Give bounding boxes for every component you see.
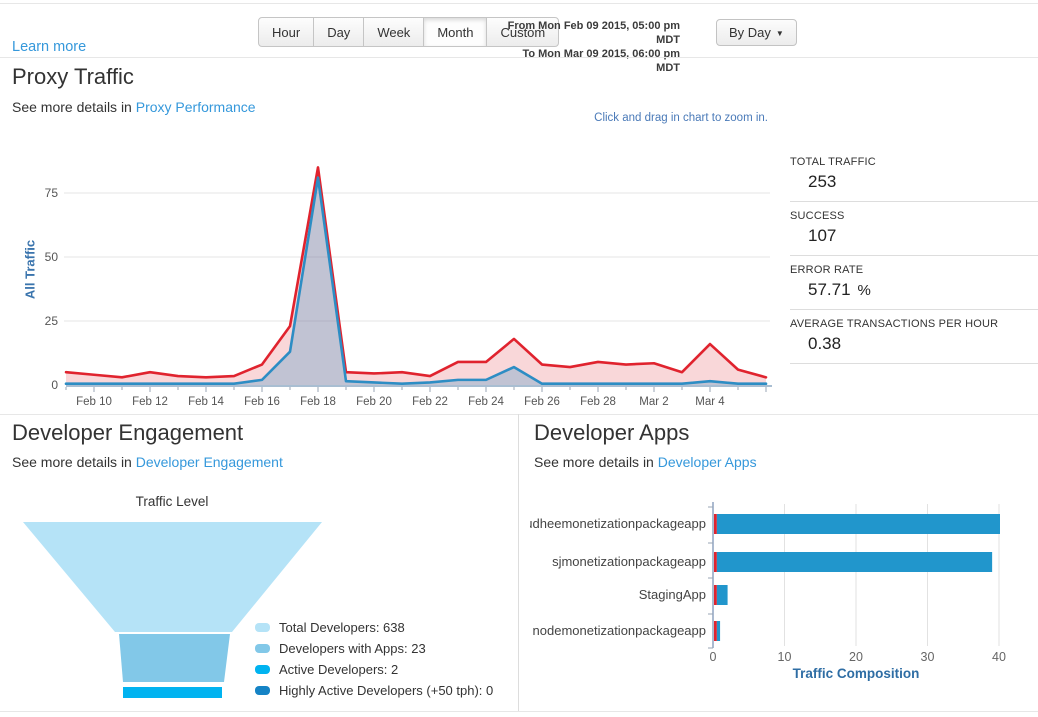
bar-category-label: nodemonetizationpackageapp (533, 623, 706, 638)
proxy-performance-link[interactable]: Proxy Performance (135, 99, 256, 115)
funnel-title: Traffic Level (135, 494, 209, 509)
range-button-day[interactable]: Day (313, 17, 365, 47)
legend-label: Developers with Apps: 23 (279, 641, 426, 656)
bottom-divider (0, 711, 1038, 712)
y-tick-label: 50 (45, 250, 59, 264)
date-to: To Mon Mar 09 2015, 06:00 pm MDT (522, 48, 680, 74)
stat-value: 253 (808, 172, 837, 191)
x-tick-label: Feb 18 (300, 396, 336, 408)
success-line (64, 176, 768, 386)
x-tick-label: Feb 10 (76, 396, 112, 408)
top-divider (0, 3, 1038, 4)
legend-swatch (255, 665, 270, 674)
x-tick-label: 10 (778, 650, 792, 664)
stat-value: 57.71% (808, 280, 871, 299)
legend-swatch (255, 644, 270, 653)
x-tick-label: Feb 26 (524, 396, 560, 408)
learn-more-link[interactable]: Learn more (12, 39, 87, 55)
zoom-hint: Click and drag in chart to zoom in. (594, 112, 768, 124)
error-bar (714, 585, 717, 605)
x-tick-label: Feb 24 (468, 396, 504, 408)
success-area (66, 177, 766, 385)
funnel-stage-developers-with-apps (119, 634, 230, 682)
funnel-stage-total-developers (23, 522, 322, 632)
panel-divider (518, 414, 519, 711)
date-range: From Mon Feb 09 2015, 05:00 pm MDT To Mo… (498, 19, 680, 75)
stat-label: SUCCESS (790, 210, 845, 222)
total-traffic-line (64, 166, 768, 379)
x-tick-label: Feb 22 (412, 396, 448, 408)
proxy-traffic-chart[interactable]: 0 25 50 75 Feb 10 Feb 12 Feb 14 Feb 16 Feb 18 Feb… (0, 138, 780, 410)
y-tick-label: 75 (45, 186, 59, 200)
x-tick-label: Feb 12 (132, 396, 168, 408)
legend-swatch (255, 686, 270, 695)
x-tick-label: 40 (992, 650, 1006, 664)
funnel-stage-active-developers (123, 687, 222, 698)
legend-item: Total Developers: 638 (255, 617, 493, 638)
chevron-down-icon: ▼ (775, 29, 784, 38)
traffic-bar (716, 621, 721, 641)
time-range-segmented-control: Hour Day Week Month Custom (258, 17, 560, 47)
date-from: From Mon Feb 09 2015, 05:00 pm MDT (507, 20, 680, 46)
traffic-bar (716, 585, 728, 605)
developer-engagement-title: Developer Engagement (12, 420, 244, 445)
bar-category-label: sudheemonetizationpackageapp (530, 516, 706, 531)
error-bar (714, 621, 717, 641)
range-button-week[interactable]: Week (363, 17, 425, 47)
legend-label: Total Developers: 638 (279, 620, 405, 635)
developer-apps-title: Developer Apps (534, 420, 690, 445)
x-tick-label: Mar 4 (695, 396, 725, 408)
traffic-bar (716, 552, 993, 572)
x-tick-label: Feb 14 (188, 396, 224, 408)
legend-item: Highly Active Developers (+50 tph): 0 (255, 680, 493, 701)
bar-category-label: sjmonetizationpackageapp (552, 554, 706, 569)
total-traffic-area (66, 167, 766, 385)
proxy-traffic-title: Proxy Traffic (12, 64, 134, 89)
stat-error-rate: ERROR RATE 57.71% (790, 256, 1038, 310)
header-divider (0, 57, 1038, 58)
stat-label: AVERAGE TRANSACTIONS PER HOUR (790, 318, 999, 330)
traffic-bar (716, 514, 1000, 534)
traffic-stats-panel: TOTAL TRAFFIC 253 SUCCESS 107 ERROR RATE… (790, 148, 1038, 364)
stat-avg-tph: AVERAGE TRANSACTIONS PER HOUR 0.38 (790, 310, 1038, 364)
x-tick-label: Feb 16 (244, 396, 280, 408)
stat-value: 107 (808, 226, 837, 245)
funnel-legend: Total Developers: 638 Developers with App… (255, 617, 493, 701)
legend-label: Highly Active Developers (+50 tph): 0 (279, 683, 494, 698)
stat-total-traffic: TOTAL TRAFFIC 253 (790, 148, 1038, 202)
x-tick-label: Feb 20 (356, 396, 392, 408)
error-bar (714, 552, 717, 572)
y-tick-label: 0 (51, 378, 58, 392)
bar-category-label: StagingApp (639, 587, 706, 602)
x-tick-label: 20 (849, 650, 863, 664)
range-button-month[interactable]: Month (423, 17, 488, 47)
developer-apps-chart: 0 10 20 30 40 sudheemonetizationpackageapp sjm… (530, 502, 1006, 681)
x-axis-label: Traffic Composition (793, 666, 920, 681)
x-tick-label: Feb 28 (580, 396, 616, 408)
developer-engagement-subtitle: See more details in Developer Engagement (12, 454, 283, 470)
legend-label: Active Developers: 2 (279, 662, 399, 677)
error-bar (714, 514, 717, 534)
legend-item: Developers with Apps: 23 (255, 638, 493, 659)
developer-engagement-link[interactable]: Developer Engagement (135, 454, 283, 470)
stat-label: ERROR RATE (790, 264, 864, 276)
proxy-traffic-subtitle: See more details in Proxy Performance (12, 99, 256, 115)
stat-success: SUCCESS 107 (790, 202, 1038, 256)
legend-item: Active Developers: 2 (255, 659, 493, 680)
legend-swatch (255, 623, 270, 632)
range-button-custom[interactable]: Custom (486, 17, 560, 47)
x-tick-label: Mar 2 (639, 396, 668, 408)
stat-value: 0.38 (808, 334, 842, 353)
granularity-dropdown[interactable]: By Day ▼ (716, 19, 797, 46)
stat-label: TOTAL TRAFFIC (790, 156, 876, 168)
range-button-hour[interactable]: Hour (258, 17, 315, 47)
x-tick-label: 0 (710, 650, 717, 664)
developer-funnel-chart (23, 522, 322, 698)
developer-apps-subtitle: See more details in Developer Apps (534, 454, 757, 470)
y-tick-label: 25 (45, 314, 59, 328)
section-divider (0, 414, 1038, 415)
developer-apps-link[interactable]: Developer Apps (657, 454, 757, 470)
x-tick-label: 30 (921, 650, 935, 664)
